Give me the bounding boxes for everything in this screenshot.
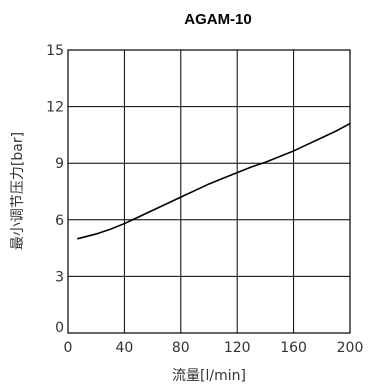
x-tick-label: 200 [337, 340, 364, 356]
y-tick-label: 15 [46, 43, 64, 59]
x-axis-label: 流量[l/min] [172, 368, 246, 384]
y-tick-label: 6 [55, 213, 64, 229]
y-axis-label: 最小调节压力[bar] [10, 132, 26, 250]
x-tick-label: 0 [64, 340, 73, 356]
y-tick-label: 9 [55, 156, 64, 172]
plot-frame [67, 49, 351, 334]
y-tick-labels: 0 3 6 9 12 15 [46, 43, 64, 336]
series-line [77, 122, 351, 240]
y-tick-label: 0 [55, 320, 64, 336]
x-tick-label: 120 [224, 340, 251, 356]
x-tick-labels: 0 40 80 120 160 200 [64, 340, 364, 356]
chart-title: AGAM-10 [184, 11, 252, 28]
y-tick-label: 3 [55, 269, 64, 285]
x-tick-label: 40 [115, 340, 133, 356]
x-tick-label: 80 [172, 340, 190, 356]
x-tick-label: 160 [280, 340, 307, 356]
y-tick-label: 12 [46, 100, 64, 116]
grid-lines [67, 49, 351, 334]
